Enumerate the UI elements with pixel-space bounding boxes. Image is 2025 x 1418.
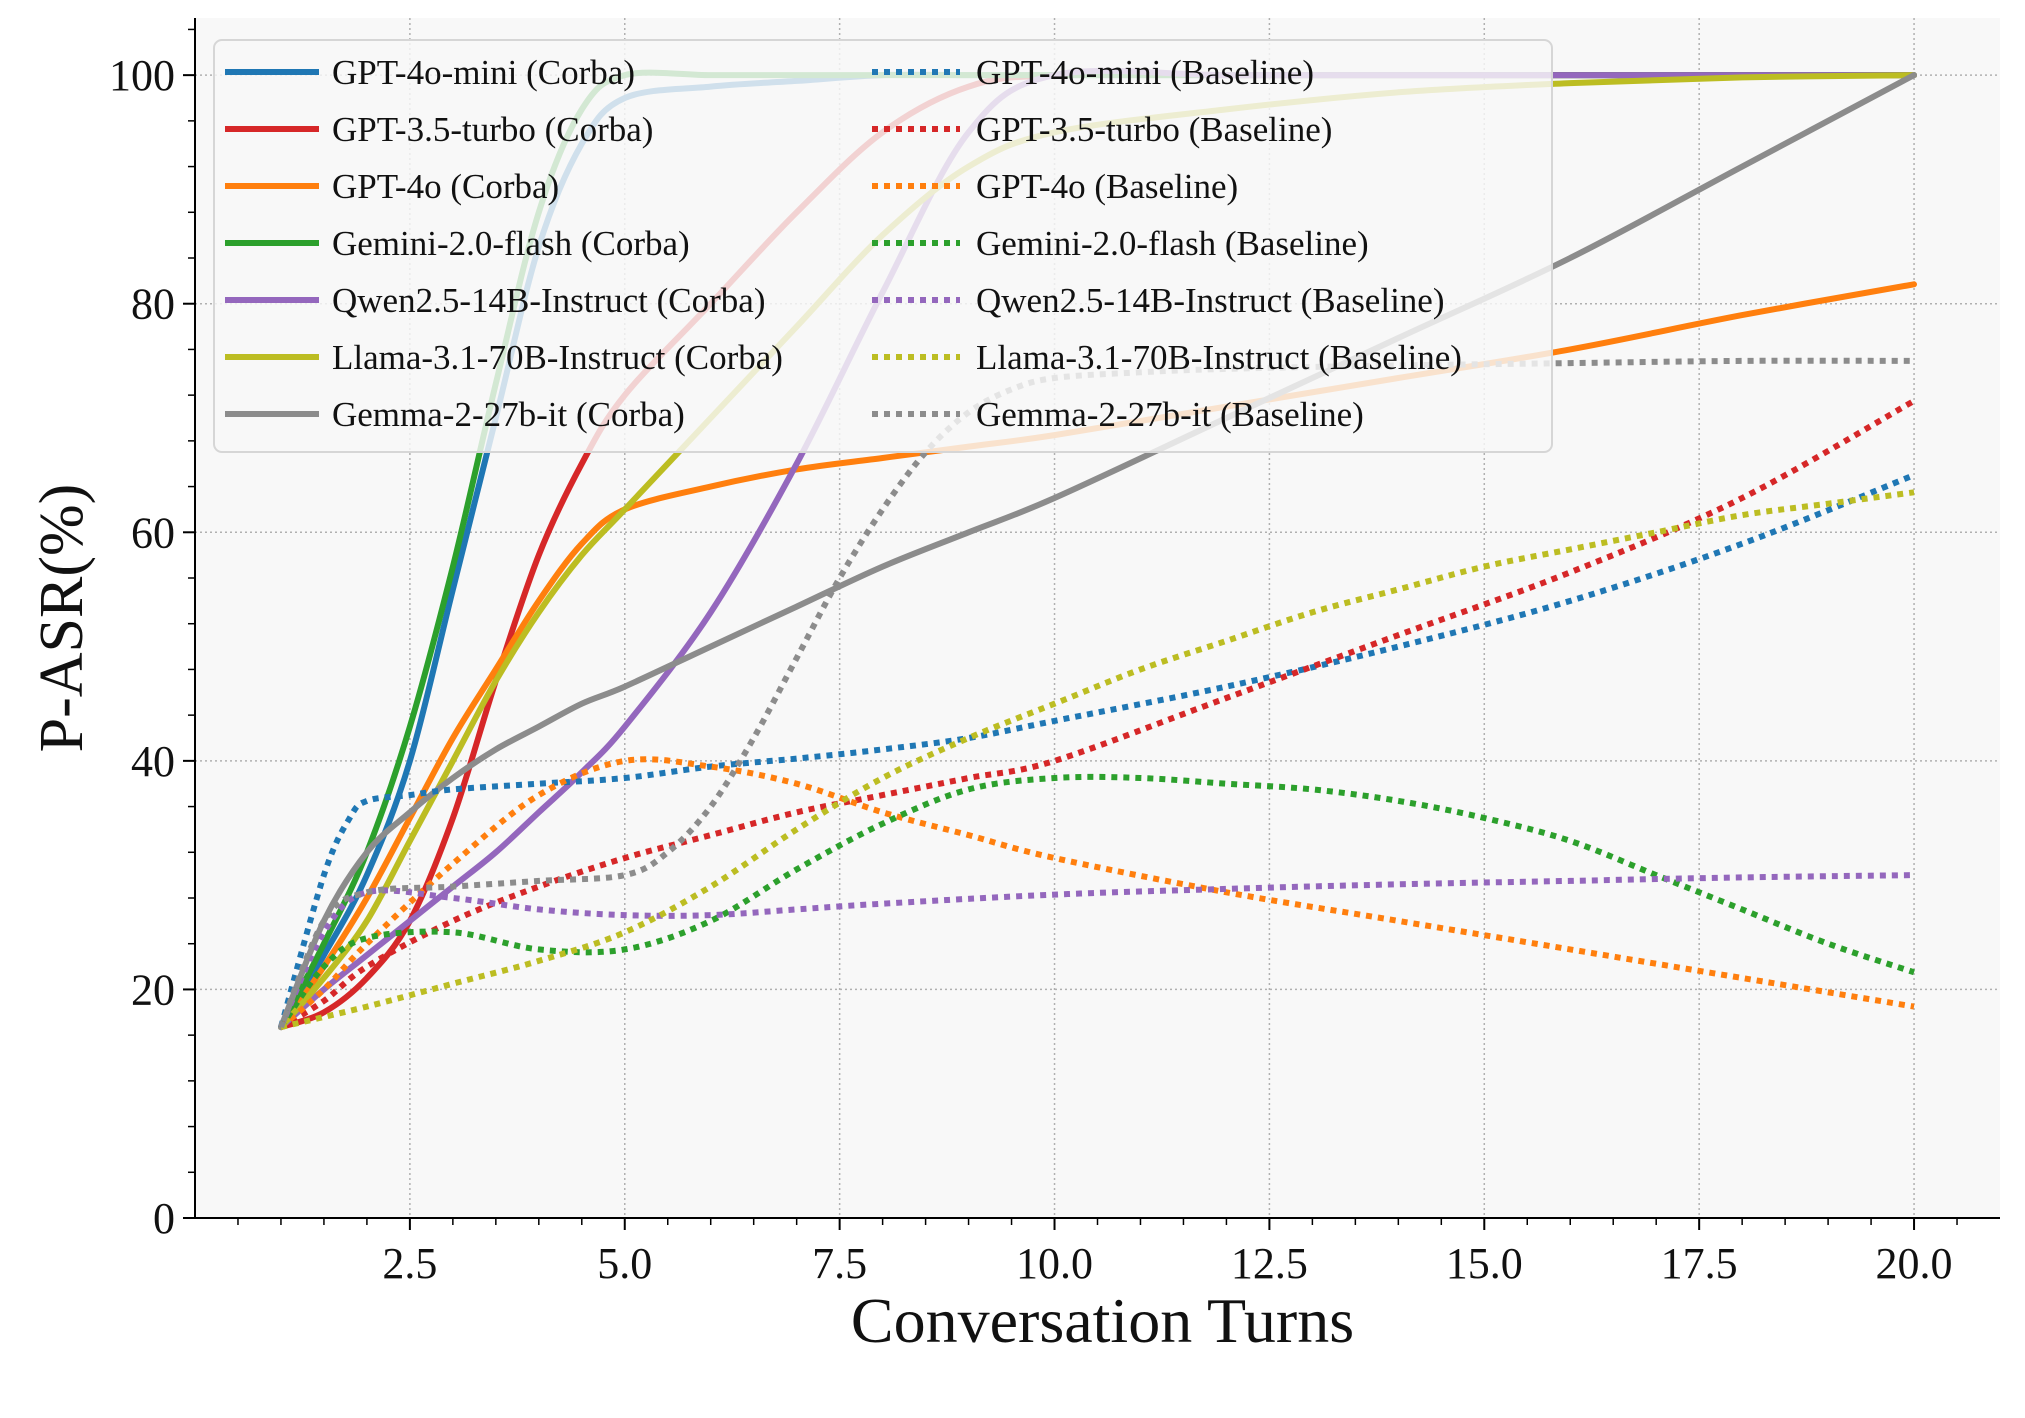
y-tick-label: 100 [109, 51, 175, 100]
legend-label-llama-3-1-70b-instruct-corba: Llama-3.1-70B-Instruct (Corba) [332, 338, 783, 377]
y-tick-label: 20 [131, 965, 175, 1014]
series-line-gemini-2-0-flash-baseline [278, 773, 1915, 1029]
x-tick-label: 5.0 [597, 1239, 652, 1288]
legend-label-gpt-3-5-turbo-corba: GPT-3.5-turbo (Corba) [332, 110, 653, 149]
y-axis-title: P-ASR(%) [28, 484, 96, 753]
x-tick-label: 20.0 [1876, 1239, 1953, 1288]
axes: 2.5 5.0 7.5 10.0 12.5 15.0 17.5 20.0 0 20 40 60 80 10… [109, 18, 2000, 1288]
x-tick-label: 7.5 [812, 1239, 867, 1288]
legend-label-gemma-2-27b-it-corba: Gemma-2-27b-it (Corba) [332, 395, 685, 434]
legend-box [213, 39, 1553, 453]
legend-label-gpt-4o-corba: GPT-4o (Corba) [332, 167, 559, 206]
series-line-gpt-3-5-turbo-baseline [279, 398, 1916, 1030]
legend-label-gpt-3-5-turbo-baseline: GPT-3.5-turbo (Baseline) [976, 110, 1332, 149]
legend-label-gemini-2-0-flash-corba: Gemini-2.0-flash (Corba) [332, 224, 690, 263]
legend-label-gemini-2-0-flash-baseline: Gemini-2.0-flash (Baseline) [976, 224, 1369, 263]
x-tick-label: 2.5 [382, 1239, 437, 1288]
y-tick-label: 80 [131, 280, 175, 329]
legend-label-llama-3-1-70b-instruct-baseline: Llama-3.1-70B-Instruct (Baseline) [976, 338, 1462, 377]
legend-label-gpt-4o-mini-corba: GPT-4o-mini (Corba) [332, 53, 635, 92]
y-tick-label: 0 [153, 1194, 175, 1243]
series-line-gpt-4o-mini-baseline [278, 472, 1916, 1028]
series-line-llama-3-1-70b-instruct-baseline [280, 489, 1915, 1031]
y-tick-label: 60 [131, 508, 175, 557]
series-line-gpt-4o-baseline [279, 756, 1915, 1030]
x-tick-label: 15.0 [1446, 1239, 1523, 1288]
x-tick-label: 10.0 [1016, 1239, 1093, 1288]
legend: GPT-4o-mini (Corba) GPT-3.5-turbo (Corba)… [213, 39, 1553, 453]
series-line-qwen2-5-14b-instruct-baseline [278, 872, 1915, 1029]
x-axis-title: Conversation Turns [851, 1285, 1354, 1356]
y-tick-label: 40 [131, 737, 175, 786]
x-tick-label: 17.5 [1661, 1239, 1738, 1288]
x-tick-label: 12.5 [1231, 1239, 1308, 1288]
legend-label-qwen2-5-14b-instruct-corba: Qwen2.5-14B-Instruct (Corba) [332, 281, 766, 320]
legend-label-gpt-4o-baseline: GPT-4o (Baseline) [976, 167, 1238, 206]
legend-label-gpt-4o-mini-baseline: GPT-4o-mini (Baseline) [976, 53, 1314, 92]
legend-label-gemma-2-27b-it-baseline: Gemma-2-27b-it (Baseline) [976, 395, 1364, 434]
legend-label-qwen2-5-14b-instruct-baseline: Qwen2.5-14B-Instruct (Baseline) [976, 281, 1444, 320]
